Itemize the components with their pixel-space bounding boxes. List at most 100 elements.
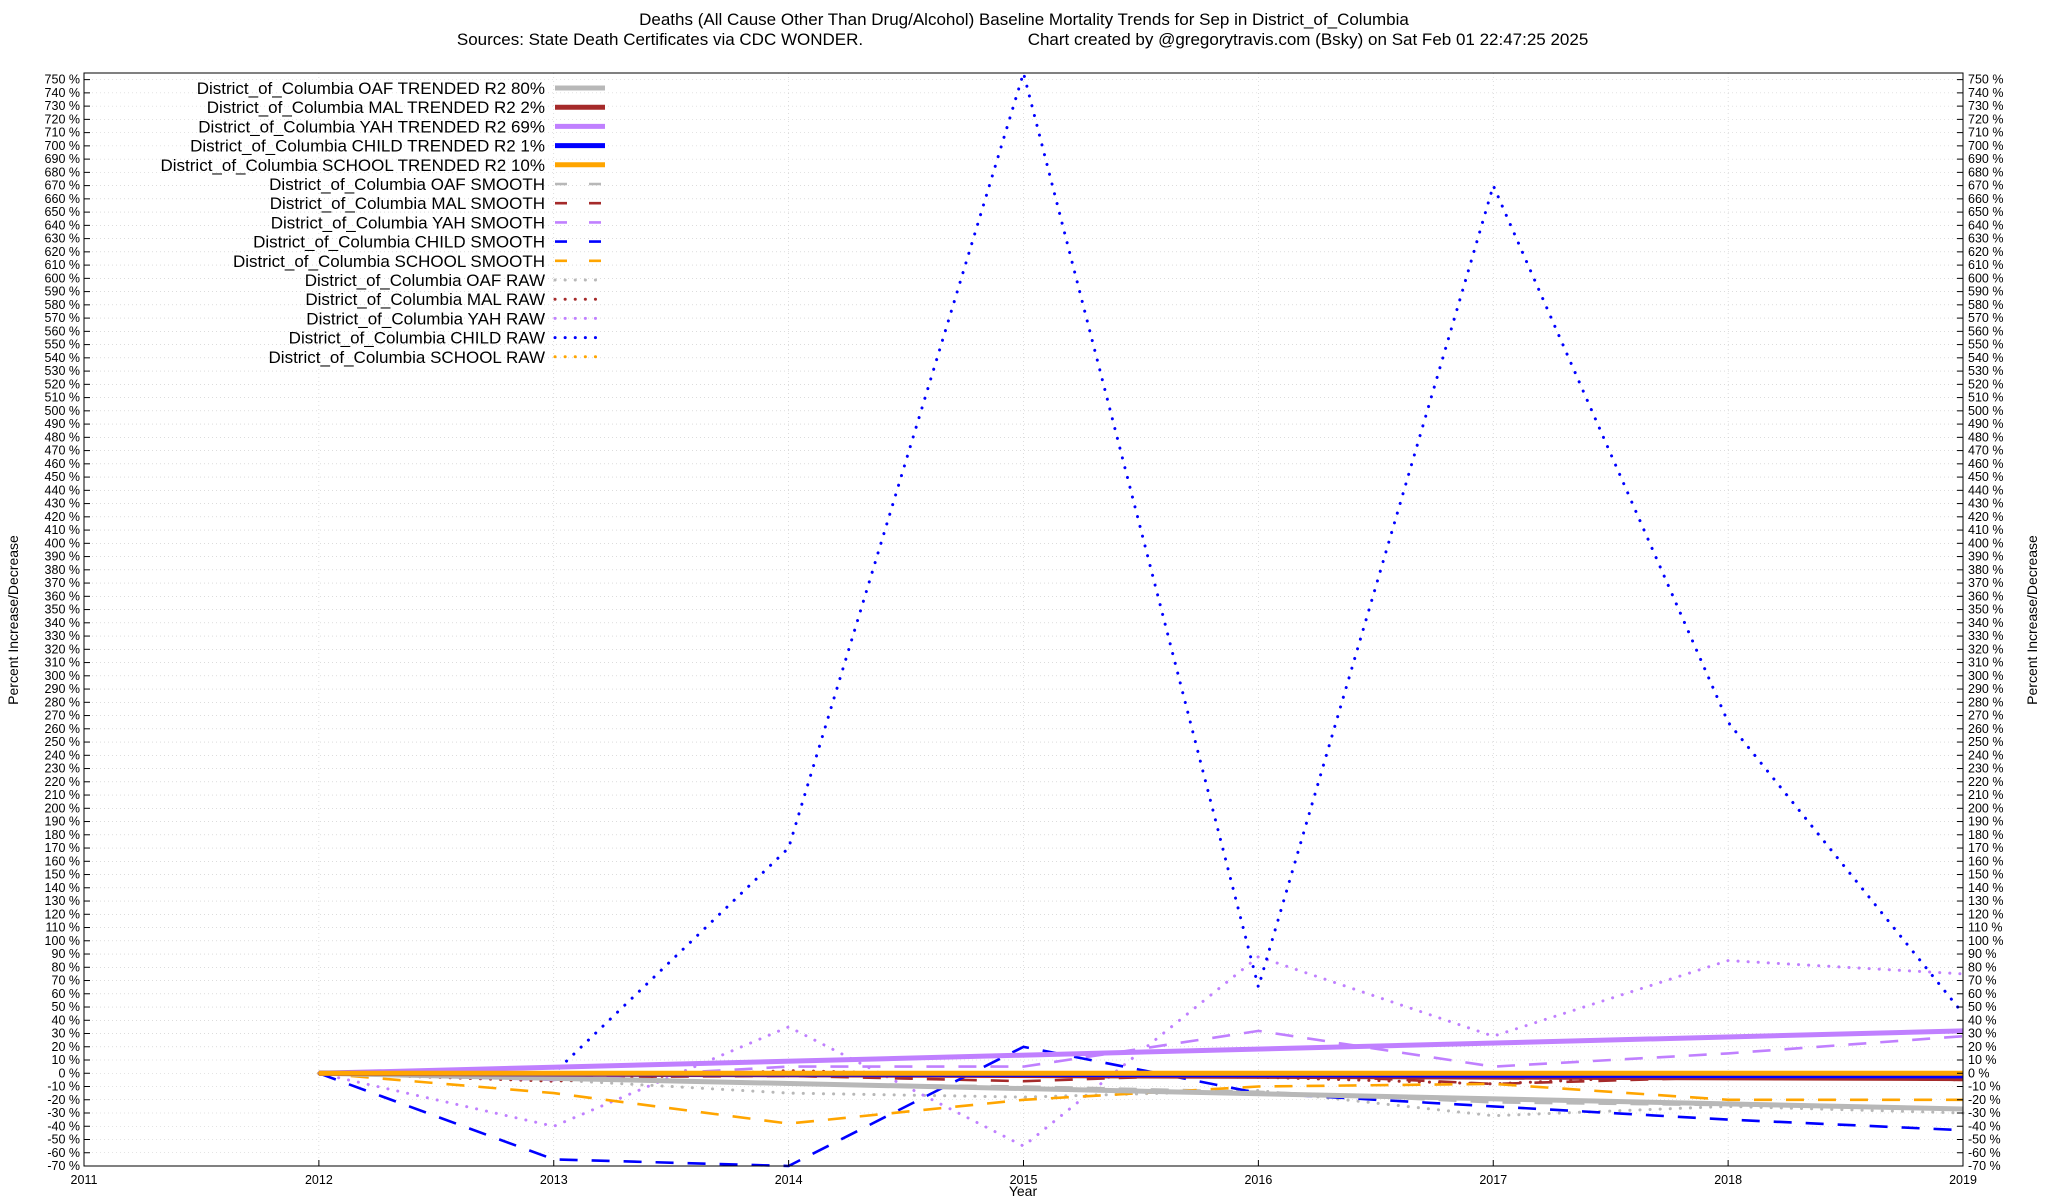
y-tick-label-left: 220 % (45, 775, 80, 789)
y-tick-label-right: 140 % (1968, 881, 2003, 895)
y-tick-label-left: 350 % (45, 603, 80, 617)
y-tick-label-right: 460 % (1968, 457, 2003, 471)
y-tick-label-left: 720 % (45, 112, 80, 126)
y-tick-label-right: 360 % (1968, 589, 2003, 603)
y-tick-label-left: 50 % (52, 1000, 81, 1014)
series-line-child-raw (317, 67, 1965, 1075)
y-tick-label-right: 90 % (1968, 947, 1997, 961)
y-tick-label-right: 420 % (1968, 510, 2003, 524)
y-tick-label-left: 710 % (45, 126, 80, 140)
y-tick-label-left: 680 % (45, 165, 80, 179)
y-tick-label-left: 190 % (45, 815, 80, 829)
y-tick-label-left: 590 % (45, 285, 80, 299)
y-tick-label-right: 30 % (1968, 1027, 1997, 1041)
x-tick-label: 2019 (1949, 1173, 1977, 1187)
legend-label-school-raw: District_of_Columbia SCHOOL RAW (269, 348, 545, 367)
legend-label-mal-smooth: District_of_Columbia MAL SMOOTH (270, 194, 545, 213)
y-tick-label-left: 280 % (45, 695, 80, 709)
legend-label-mal-trended-r2: District_of_Columbia MAL TRENDED R2 2% (207, 98, 545, 117)
x-tick-label: 2016 (1244, 1173, 1272, 1187)
y-tick-label-left: 250 % (45, 735, 80, 749)
y-tick-label-right: 550 % (1968, 338, 2003, 352)
y-tick-label-right: 640 % (1968, 218, 2003, 232)
y-tick-label-right: 240 % (1968, 748, 2003, 762)
y-tick-label-right: 540 % (1968, 351, 2003, 365)
y-tick-label-left: 90 % (52, 947, 81, 961)
series-lines (317, 67, 1965, 1168)
y-tick-label-right: 50 % (1968, 1000, 1997, 1014)
y-tick-label-right: 10 % (1968, 1053, 1997, 1067)
y-tick-label-right: 220 % (1968, 775, 2003, 789)
y-tick-label-right: -40 % (1968, 1119, 2001, 1133)
legend-label-school-smooth: District_of_Columbia SCHOOL SMOOTH (233, 252, 545, 271)
y-tick-label-left: -50 % (47, 1133, 80, 1147)
y-tick-label-left: 160 % (45, 854, 80, 868)
y-tick-label-left: 200 % (45, 801, 80, 815)
y-tick-label-right: 320 % (1968, 642, 2003, 656)
y-tick-label-right: 130 % (1968, 894, 2003, 908)
y-tick-label-left: -30 % (47, 1106, 80, 1120)
y-tick-label-left: 750 % (45, 73, 80, 87)
y-tick-label-right: 170 % (1968, 841, 2003, 855)
y-tick-label-left: 630 % (45, 232, 80, 246)
y-tick-label-left: 570 % (45, 311, 80, 325)
y-tick-label-right: 300 % (1968, 669, 2003, 683)
x-tick-label: 2012 (305, 1173, 333, 1187)
y-tick-label-right: 600 % (1968, 271, 2003, 285)
y-tick-label-right: -30 % (1968, 1106, 2001, 1120)
y-tick-label-right: 330 % (1968, 629, 2003, 643)
y-tick-label-left: 0 % (58, 1066, 80, 1080)
y-tick-label-right: 200 % (1968, 801, 2003, 815)
legend: District_of_Columbia OAF TRENDED R2 80%D… (160, 79, 607, 367)
y-tick-label-right: 20 % (1968, 1040, 1997, 1054)
legend-label-oaf-raw: District_of_Columbia OAF RAW (305, 271, 545, 290)
y-tick-label-right: 610 % (1968, 258, 2003, 272)
y-tick-label-left: 30 % (52, 1027, 81, 1041)
y-tick-label-right: 100 % (1968, 934, 2003, 948)
y-tick-label-right: 520 % (1968, 377, 2003, 391)
legend-label-child-trended-r2: District_of_Columbia CHILD TRENDED R2 1% (190, 137, 545, 156)
y-tick-label-right: 270 % (1968, 709, 2003, 723)
y-tick-label-left: 150 % (45, 868, 80, 882)
y-tick-label-left: 530 % (45, 364, 80, 378)
y-tick-label-left: 80 % (52, 960, 81, 974)
series-line-child-smooth (318, 1045, 1964, 1168)
y-tick-label-left: 310 % (45, 656, 80, 670)
y-tick-label-left: 60 % (52, 987, 81, 1001)
y-tick-label-left: 320 % (45, 642, 80, 656)
chart-subtitle-credit: Chart created by @gregorytravis.com (Bsk… (1028, 30, 1589, 49)
y-tick-label-left: 390 % (45, 550, 80, 564)
y-tick-label-right: 560 % (1968, 324, 2003, 338)
y-tick-label-right: 160 % (1968, 854, 2003, 868)
y-tick-label-left: 480 % (45, 430, 80, 444)
legend-label-school-trended-r2: District_of_Columbia SCHOOL TRENDED R2 1… (160, 156, 545, 175)
y-tick-label-right: 400 % (1968, 536, 2003, 550)
legend-label-yah-trended-r2: District_of_Columbia YAH TRENDED R2 69% (198, 117, 545, 136)
y-tick-label-right: 60 % (1968, 987, 1997, 1001)
y-tick-label-left: 600 % (45, 271, 80, 285)
y-tick-label-left: 510 % (45, 391, 80, 405)
series-line-yah-trended-r2 (318, 1028, 1964, 1076)
y-tick-label-right: 390 % (1968, 550, 2003, 564)
y-tick-label-right: 740 % (1968, 86, 2003, 100)
y-tick-label-left: 360 % (45, 589, 80, 603)
chart-title: Deaths (All Cause Other Than Drug/Alcoho… (639, 10, 1409, 29)
y-tick-label-right: 620 % (1968, 245, 2003, 259)
y-tick-label-right: 120 % (1968, 907, 2003, 921)
y-tick-label-right: 700 % (1968, 139, 2003, 153)
y-tick-label-right: -50 % (1968, 1133, 2001, 1147)
legend-label-child-raw: District_of_Columbia CHILD RAW (289, 329, 545, 348)
y-tick-label-left: 340 % (45, 616, 80, 630)
y-tick-label-right: 720 % (1968, 112, 2003, 126)
x-tick-label: 2018 (1714, 1173, 1742, 1187)
y-tick-label-left: 500 % (45, 404, 80, 418)
y-tick-label-right: 190 % (1968, 815, 2003, 829)
y-tick-label-left: 700 % (45, 139, 80, 153)
y-tick-label-left: 40 % (52, 1013, 81, 1027)
y-axis-label-left: Percent Increase/Decrease (5, 535, 21, 705)
y-tick-label-left: 290 % (45, 682, 80, 696)
y-tick-label-left: 260 % (45, 722, 80, 736)
y-tick-label-right: 670 % (1968, 179, 2003, 193)
y-tick-label-left: 450 % (45, 470, 80, 484)
